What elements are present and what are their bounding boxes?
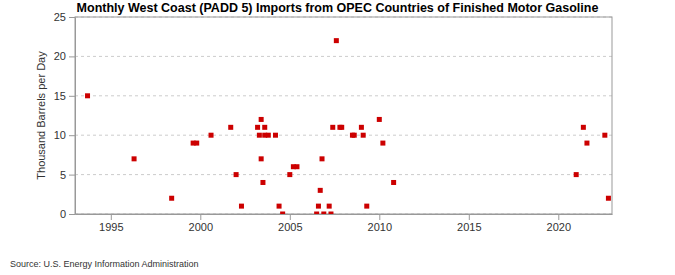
point [377, 117, 382, 122]
x-tick-label: 2005 [278, 221, 302, 233]
plot-area: 1995 2000 2005 2010 2015 2020 0 5 10 15 20 25 [54, 11, 613, 233]
grid-line [75, 174, 612, 175]
plot-frame [75, 17, 612, 214]
point [327, 204, 332, 209]
title: Monthly West Coast (PADD 5) Imports from… [77, 1, 599, 15]
point [280, 212, 285, 215]
point [380, 141, 385, 146]
point [259, 117, 264, 122]
y-tick-mark [69, 214, 75, 215]
point [334, 38, 339, 43]
point [339, 125, 344, 130]
x-tick-label: 2015 [457, 221, 481, 233]
chart-container: 1995 2000 2005 2010 2015 2020 0 5 10 15 20 25 Monthl… [0, 0, 675, 275]
x-tick-label: 2020 [547, 221, 571, 233]
point [255, 125, 260, 130]
x-tick-mark [290, 214, 291, 220]
point [330, 125, 335, 130]
grid-line [75, 135, 612, 136]
grid-line [75, 95, 612, 96]
y-tick-label: 20 [54, 50, 66, 62]
point [273, 133, 278, 138]
point [314, 212, 319, 215]
y-axis: 0 5 10 15 20 25 [54, 11, 76, 220]
y-tick: 15 [54, 90, 75, 102]
y-tick-label: 10 [54, 129, 66, 141]
point [318, 188, 323, 193]
point [364, 204, 369, 209]
point [194, 141, 199, 146]
point [294, 164, 299, 169]
x-tick: 2010 [368, 214, 392, 233]
point [584, 141, 589, 146]
point [320, 156, 325, 161]
point [277, 204, 282, 209]
grid-line [75, 56, 612, 57]
point [209, 133, 214, 138]
point [169, 196, 174, 201]
point [132, 156, 137, 161]
grid [75, 17, 612, 214]
y-tick: 0 [60, 208, 75, 220]
source-note: Source: U.S. Energy Information Administ… [10, 259, 199, 269]
point [321, 212, 326, 215]
point [316, 204, 321, 209]
y-tick-mark [69, 135, 75, 136]
x-tick-mark [558, 214, 559, 220]
point [257, 133, 262, 138]
y-tick-label: 15 [54, 90, 66, 102]
x-tick: 2005 [278, 214, 302, 233]
y-tick-mark [69, 96, 75, 97]
point [266, 133, 271, 138]
point [328, 212, 333, 215]
y-tick: 20 [54, 50, 75, 62]
x-tick: 2000 [189, 214, 213, 233]
point [239, 204, 244, 209]
y-tick-mark [69, 17, 75, 18]
x-tick-label: 2010 [368, 221, 392, 233]
point [234, 172, 239, 177]
point [85, 93, 90, 98]
y-axis-line [75, 18, 76, 215]
point [602, 133, 607, 138]
point [391, 180, 396, 185]
x-tick: 2015 [457, 214, 481, 233]
x-axis: 1995 2000 2005 2010 2015 2020 [76, 214, 613, 233]
point [287, 172, 292, 177]
y-tick: 5 [60, 169, 75, 181]
point [359, 125, 364, 130]
y-tick-label: 25 [54, 11, 66, 23]
point [259, 156, 264, 161]
x-tick-mark [379, 214, 380, 220]
y-axis-title: Thousand Barrels per Day [35, 51, 47, 180]
x-tick-label: 2000 [189, 221, 213, 233]
y-tick-label: 5 [60, 169, 66, 181]
x-tick-mark [469, 214, 470, 220]
point [606, 196, 611, 201]
y-tick: 10 [54, 129, 75, 141]
point [260, 180, 265, 185]
x-tick-label: 1995 [99, 221, 123, 233]
y-tick-label: 0 [60, 208, 66, 220]
points [85, 38, 611, 214]
y-tick-mark [69, 56, 75, 57]
y-tick: 25 [54, 11, 75, 23]
point [262, 125, 267, 130]
x-tick: 2020 [547, 214, 571, 233]
x-tick: 1995 [99, 214, 123, 233]
point [352, 133, 357, 138]
point [228, 125, 233, 130]
x-tick-mark [200, 214, 201, 220]
point [574, 172, 579, 177]
chart-svg: 1995 2000 2005 2010 2015 2020 0 5 10 15 20 25 Monthl… [0, 0, 675, 275]
x-axis-line [76, 214, 613, 215]
point [361, 133, 366, 138]
x-tick-mark [111, 214, 112, 220]
y-tick-mark [69, 175, 75, 176]
point [581, 125, 586, 130]
